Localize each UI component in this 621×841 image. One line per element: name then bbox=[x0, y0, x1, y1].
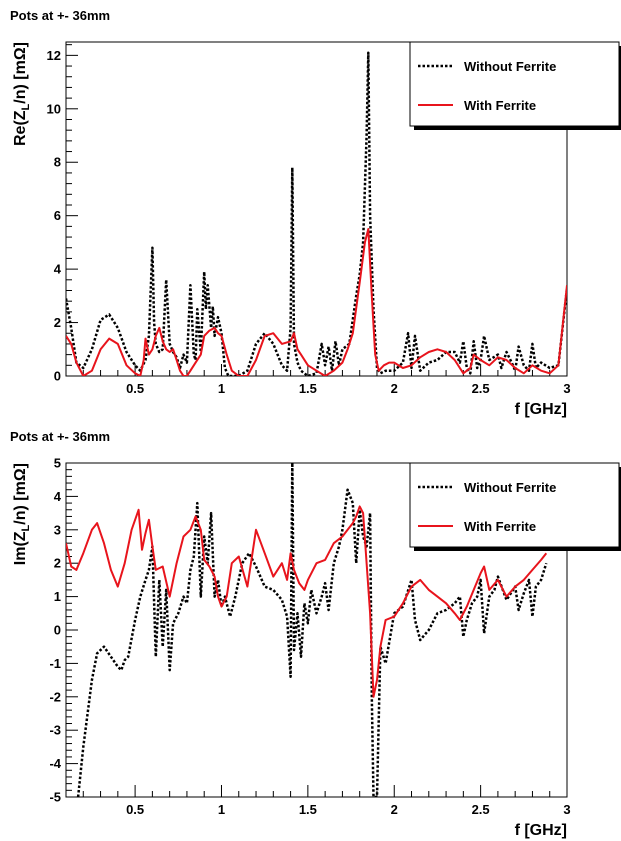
plot-frame bbox=[65, 41, 568, 377]
y-tick-label: 3 bbox=[54, 522, 61, 537]
y-tick-label: 5 bbox=[54, 456, 61, 471]
y-tick-label: -2 bbox=[49, 689, 61, 704]
y-tick-label: -5 bbox=[49, 790, 61, 805]
y-axis-label: Im(ZL/n) [mΩ] bbox=[12, 463, 32, 565]
plot-area bbox=[66, 463, 548, 797]
y-tick-label: -4 bbox=[49, 756, 61, 771]
x-tick-label: 0.5 bbox=[126, 802, 144, 817]
legend-label: With Ferrite bbox=[464, 519, 536, 534]
x-tick-label: 1 bbox=[218, 381, 225, 396]
x-tick-label: 1.5 bbox=[299, 802, 317, 817]
legend-label: With Ferrite bbox=[464, 98, 536, 113]
x-tick-label: 1 bbox=[218, 802, 225, 817]
legend: Without Ferrite With Ferrite bbox=[409, 462, 621, 551]
y-axis-label: Re(ZL/n) [mΩ] bbox=[12, 42, 32, 146]
x-axis-label: f [GHz] bbox=[515, 401, 567, 418]
series-line-without-ferrite bbox=[76, 463, 548, 797]
series-line-with-ferrite bbox=[66, 228, 567, 376]
series-line-without-ferrite bbox=[66, 51, 567, 376]
x-tick-label: 1.5 bbox=[299, 381, 317, 396]
y-tick-label: 1 bbox=[54, 589, 61, 604]
chart-title: Pots at +- 36mm bbox=[10, 8, 110, 23]
y-tick-label: 0 bbox=[54, 369, 61, 384]
y-tick-label: -3 bbox=[49, 723, 61, 738]
y-tick-label: 6 bbox=[54, 208, 61, 223]
x-axis-label: f [GHz] bbox=[515, 822, 567, 839]
legend-label: Without Ferrite bbox=[464, 480, 556, 495]
x-tick-label: 2.5 bbox=[472, 802, 490, 817]
x-tick-label: 2 bbox=[391, 381, 398, 396]
y-tick-label: 8 bbox=[54, 155, 61, 170]
panel-bottom: Pots at +- 36mm -5 -4 -3 -2 -1 0 1 2 3 4 5 0.5 1 1.5 2 2… bbox=[10, 429, 621, 839]
y-tick-label: 0 bbox=[54, 623, 61, 638]
panel-top: Pots at +- 36mm 0 2 4 6 8 10 12 0.5 1 1.5 2 2.5 3 f [G… bbox=[10, 8, 621, 418]
y-tick-label: -1 bbox=[49, 656, 61, 671]
x-tick-label: 2 bbox=[391, 802, 398, 817]
y-tick-label: 4 bbox=[54, 262, 62, 277]
legend: Without Ferrite With Ferrite bbox=[409, 41, 621, 130]
x-tick-label: 3 bbox=[563, 802, 570, 817]
y-tick-label: 10 bbox=[47, 101, 61, 116]
legend-box bbox=[409, 462, 620, 548]
y-tick-label: 2 bbox=[54, 556, 61, 571]
y-tick-label: 4 bbox=[54, 489, 62, 504]
series-line-with-ferrite bbox=[66, 505, 548, 698]
y-tick-label: 2 bbox=[54, 315, 61, 330]
x-tick-label: 3 bbox=[563, 381, 570, 396]
x-tick-label: 2.5 bbox=[472, 381, 490, 396]
x-tick-label: 0.5 bbox=[126, 381, 144, 396]
legend-label: Without Ferrite bbox=[464, 59, 556, 74]
chart-title: Pots at +- 36mm bbox=[10, 429, 110, 444]
plot-area bbox=[66, 51, 567, 376]
y-tick-label: 12 bbox=[47, 48, 61, 63]
legend-box bbox=[409, 41, 620, 127]
